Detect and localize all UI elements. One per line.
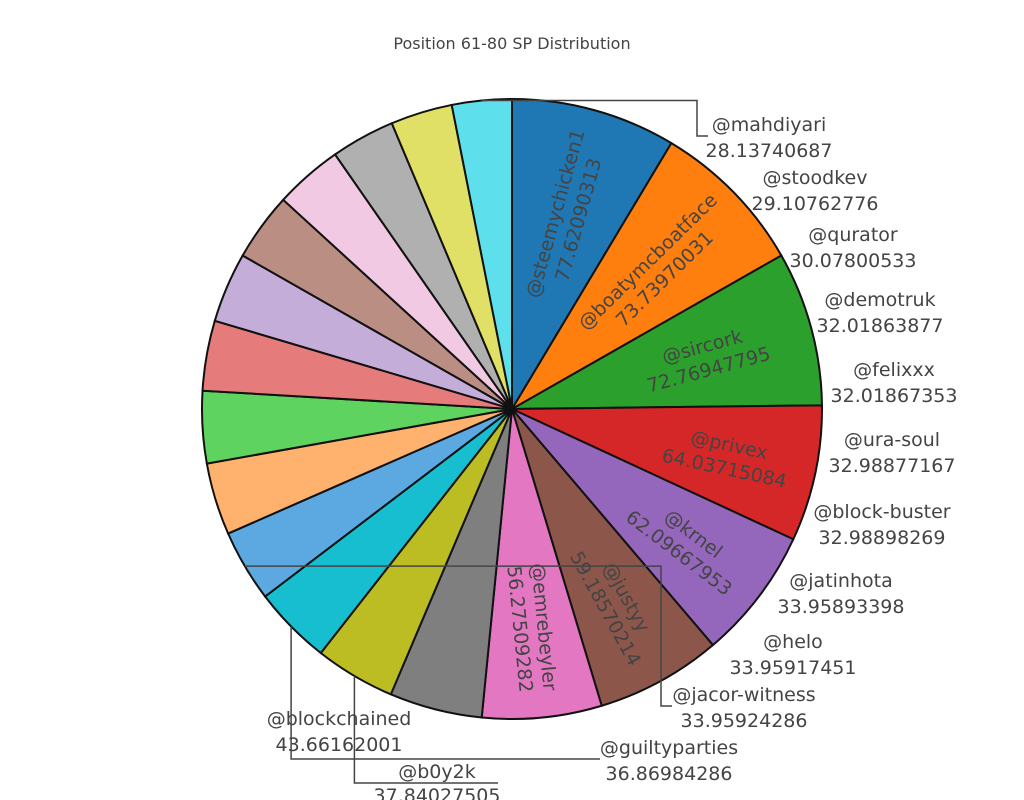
pie-slice-krnel (511, 408, 795, 647)
slice-value-label: 33.95893398 (778, 596, 905, 618)
slice-value-label: 32.01863877 (817, 315, 944, 337)
slice-value-label: 32.98877167 (829, 455, 956, 477)
pie-slice-emrebeyler (480, 408, 603, 720)
leader-line-jacor-witness (244, 565, 672, 707)
slice-name-label: @guiltyparties (600, 737, 738, 759)
slice-name-label: @jacor-witness (672, 684, 815, 706)
slice-name-label: @helo (763, 631, 823, 653)
slice-name-label: @jatinhota (789, 570, 892, 592)
slice-name-label: @ura-soul (844, 429, 940, 451)
pie-slices (201, 97, 823, 720)
slice-name-label: @felixxx (853, 359, 935, 381)
slice-value-label: 33.95924286 (681, 710, 808, 732)
slice-value-label: 43.66162001 (276, 734, 403, 756)
slice-value-label: 29.10762776 (752, 193, 879, 215)
pie-slice-privex (511, 404, 823, 541)
leader-lines (244, 99, 708, 784)
leader-line-b0y2k (353, 676, 498, 784)
slice-name-label: @blockchained (267, 708, 412, 730)
slice-value-label: 33.95917451 (730, 657, 857, 679)
slice-value-label: 30.07800533 (790, 250, 917, 272)
slice-value-label: 37.84027505 (374, 785, 501, 800)
leader-line-guiltyparties (290, 626, 600, 760)
leader-line-mahdiyari (481, 99, 708, 137)
slice-value-label: 32.98898269 (819, 527, 946, 549)
slice-name-label: @b0y2k (398, 761, 475, 783)
pie-slice-steemychicken1 (511, 97, 673, 413)
slice-name-label: @qurator (808, 224, 898, 246)
slice-name-label: @mahdiyari (712, 114, 827, 136)
slice-value-label: 28.13740687 (706, 140, 833, 162)
chart-title: Position 61-80 SP Distribution (393, 34, 630, 53)
slice-value-label: 36.86984286 (606, 763, 733, 785)
pie-slice-boatymcboatface (509, 141, 783, 412)
pie-slice-sircork (508, 254, 823, 411)
slice-name-label: @stoodkev (763, 167, 868, 189)
slice-name-label: @block-buster (813, 501, 950, 523)
slice-name-label: @demotruk (824, 289, 935, 311)
slice-value-label: 32.01867353 (831, 385, 958, 407)
